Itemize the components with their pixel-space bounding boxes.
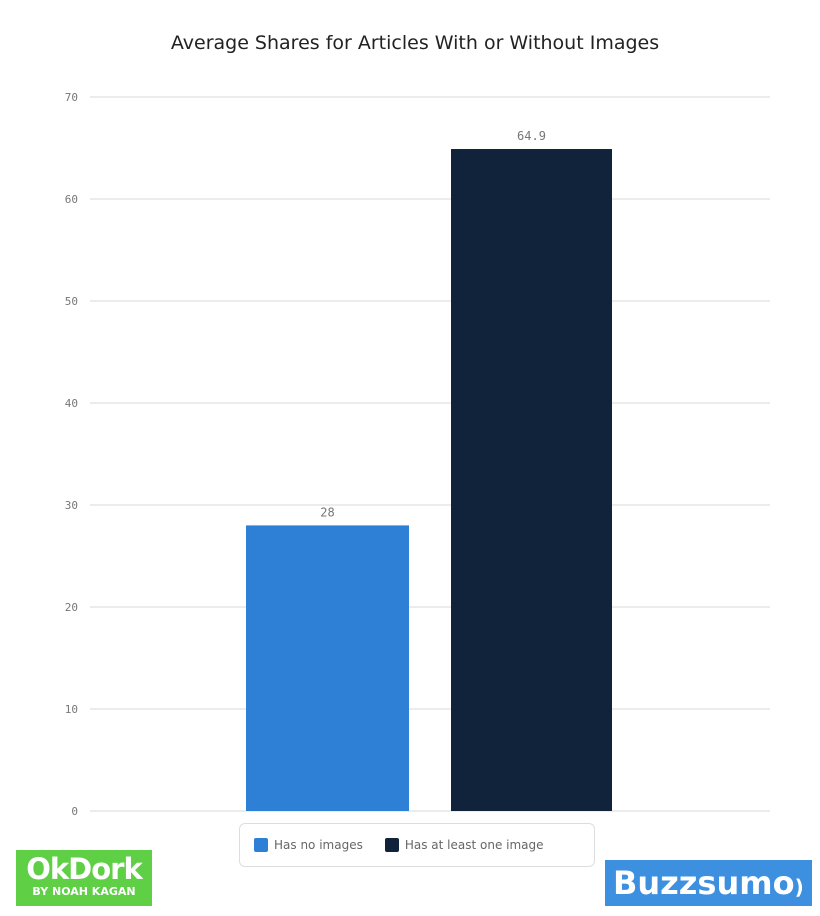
okdork-logo-sub: BY NOAH KAGAN <box>32 885 136 898</box>
signal-icon: ) <box>794 875 804 899</box>
data-label: 28 <box>320 505 334 519</box>
y-tick-label: 0 <box>71 805 78 818</box>
data-label: 64.9 <box>517 129 546 143</box>
y-tick-label: 60 <box>65 193 78 206</box>
bar <box>451 149 612 811</box>
legend-label: Has at least one image <box>404 838 544 852</box>
legend-item-with-image[interactable]: Has at least one image <box>384 838 544 852</box>
y-tick-label: 50 <box>65 295 78 308</box>
y-tick-label: 20 <box>65 601 78 614</box>
legend: Has no images Has at least one image <box>239 823 595 867</box>
y-tick-label: 70 <box>65 91 78 104</box>
bar <box>246 525 409 811</box>
buzzsumo-logo-text: Buzzsumo <box>613 864 795 902</box>
legend-swatch <box>254 838 268 852</box>
y-tick-label: 10 <box>65 703 78 716</box>
chart-title: Average Shares for Articles With or With… <box>170 32 660 54</box>
legend-label: Has no images <box>274 838 363 852</box>
buzzsumo-logo: Buzzsumo) <box>605 860 812 906</box>
y-tick-label: 40 <box>65 397 78 410</box>
legend-item-no-images[interactable]: Has no images <box>254 838 363 852</box>
okdork-logo-text: OkDork <box>26 852 143 886</box>
okdork-logo: OkDork BY NOAH KAGAN <box>16 850 152 906</box>
y-tick-label: 30 <box>65 499 78 512</box>
legend-swatch <box>384 838 399 852</box>
